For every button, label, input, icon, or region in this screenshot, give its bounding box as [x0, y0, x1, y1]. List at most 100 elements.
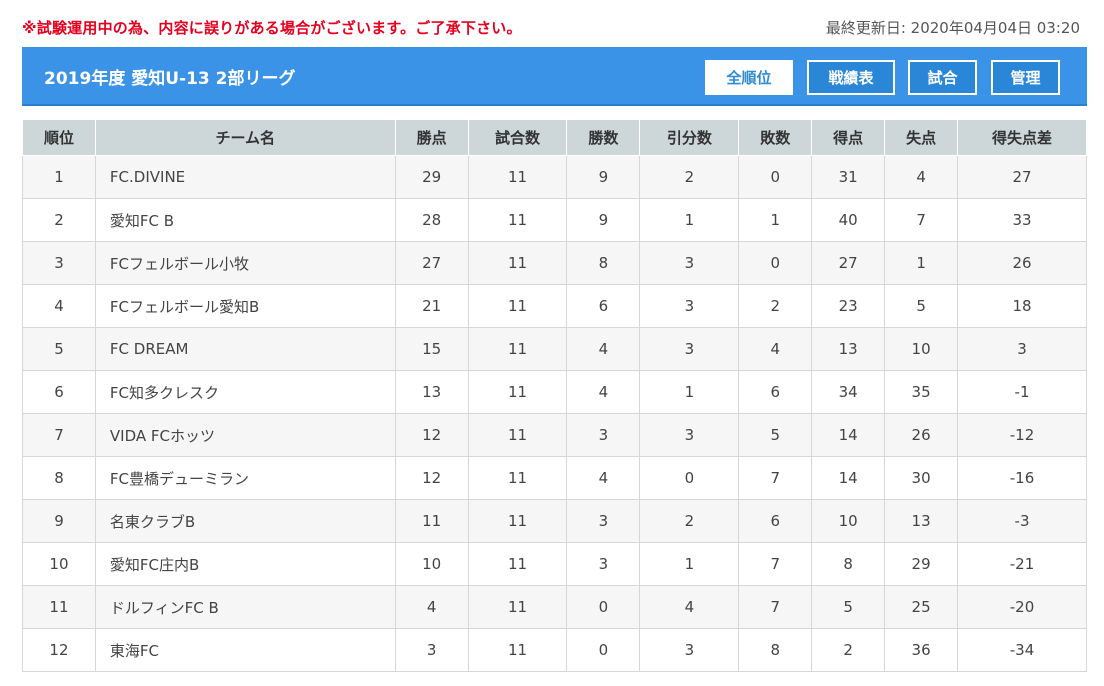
cell-played: 11	[467, 456, 568, 500]
cell-team-name: 愛知FC庄内B	[94, 542, 396, 586]
table-row: 4 FCフェルボール愛知B 21 11 6 3 2 23 5 18	[22, 284, 1087, 328]
cell-goals-for: 10	[811, 499, 886, 543]
cell-draws: 1	[639, 198, 740, 242]
cell-draws: 1	[639, 542, 740, 586]
cell-losses: 6	[738, 370, 813, 414]
cell-draws: 3	[639, 284, 740, 328]
cell-points: 29	[394, 155, 469, 199]
cell-rank: 4	[22, 284, 96, 328]
table-row: 11 ドルフィンFC B 4 11 0 4 7 5 25 -20	[22, 585, 1087, 629]
cell-draws: 2	[639, 499, 740, 543]
cell-goals-against: 29	[884, 542, 959, 586]
cell-draws: 2	[639, 155, 740, 199]
cell-team-name: 愛知FC B	[94, 198, 396, 242]
cell-wins: 9	[566, 155, 641, 199]
cell-wins: 0	[566, 628, 641, 672]
trial-notice: ※試験運用中の為、内容に誤りがある場合がございます。ご了承下さい。	[22, 19, 522, 37]
cell-played: 11	[467, 370, 568, 414]
cell-rank: 12	[22, 628, 96, 672]
league-title: 2019年度 愛知U-13 2部リーグ	[44, 69, 296, 89]
cell-team-name: FC豊橋デューミラン	[94, 456, 396, 500]
cell-played: 11	[467, 499, 568, 543]
column-header-goals-for: 得点	[811, 119, 886, 156]
column-header-goals-against: 失点	[884, 119, 959, 156]
cell-wins: 8	[566, 241, 641, 285]
cell-points: 4	[394, 585, 469, 629]
column-header-team-name: チーム名	[94, 119, 396, 156]
table-row: 3 FCフェルボール小牧 27 11 8 3 0 27 1 26	[22, 241, 1087, 285]
cell-goals-against: 35	[884, 370, 959, 414]
cell-goals-against: 5	[884, 284, 959, 328]
cell-team-name: 東海FC	[94, 628, 396, 672]
cell-rank: 2	[22, 198, 96, 242]
last-updated: 最終更新日: 2020年04月04日 03:20	[825, 19, 1080, 37]
cell-team-name: VIDA FCホッツ	[94, 413, 396, 457]
cell-draws: 3	[639, 327, 740, 371]
cell-rank: 8	[22, 456, 96, 500]
cell-losses: 8	[738, 628, 813, 672]
cell-goals-against: 10	[884, 327, 959, 371]
cell-goals-for: 27	[811, 241, 886, 285]
cell-rank: 10	[22, 542, 96, 586]
cell-rank: 5	[22, 327, 96, 371]
cell-points: 3	[394, 628, 469, 672]
table-row: 7 VIDA FCホッツ 12 11 3 3 5 14 26 -12	[22, 413, 1087, 457]
cell-goals-against: 36	[884, 628, 959, 672]
cell-played: 11	[467, 155, 568, 199]
table-row: 5 FC DREAM 15 11 4 3 4 13 10 3	[22, 327, 1087, 371]
cell-points: 27	[394, 241, 469, 285]
table-row: 2 愛知FC B 28 11 9 1 1 40 7 33	[22, 198, 1087, 242]
cell-goals-against: 4	[884, 155, 959, 199]
cell-played: 11	[467, 198, 568, 242]
cell-points: 13	[394, 370, 469, 414]
cell-team-name: FC.DIVINE	[94, 155, 396, 199]
cell-played: 11	[467, 327, 568, 371]
cell-points: 15	[394, 327, 469, 371]
cell-team-name: FCフェルボール小牧	[94, 241, 396, 285]
table-header-row: 順位 チーム名 勝点 試合数 勝数 引分数 敗数 得点 失点 得失点差	[22, 119, 1087, 156]
cell-losses: 4	[738, 327, 813, 371]
cell-losses: 1	[738, 198, 813, 242]
cell-goals-for: 13	[811, 327, 886, 371]
cell-played: 11	[467, 585, 568, 629]
table-row: 12 東海FC 3 11 0 3 8 2 36 -34	[22, 628, 1087, 672]
cell-rank: 9	[22, 499, 96, 543]
cell-goals-for: 14	[811, 413, 886, 457]
cell-goals-for: 2	[811, 628, 886, 672]
cell-goals-for: 34	[811, 370, 886, 414]
cell-draws: 3	[639, 628, 740, 672]
nav-matches-button[interactable]: 試合	[908, 60, 977, 95]
cell-goals-for: 14	[811, 456, 886, 500]
cell-goal-difference: 27	[957, 155, 1087, 199]
cell-played: 11	[467, 284, 568, 328]
column-header-wins: 勝数	[566, 119, 641, 156]
cell-goal-difference: -21	[957, 542, 1087, 586]
cell-points: 12	[394, 456, 469, 500]
cell-losses: 7	[738, 585, 813, 629]
nav-manage-button[interactable]: 管理	[991, 60, 1060, 95]
cell-points: 12	[394, 413, 469, 457]
cell-goals-against: 30	[884, 456, 959, 500]
cell-draws: 0	[639, 456, 740, 500]
cell-losses: 6	[738, 499, 813, 543]
cell-wins: 4	[566, 456, 641, 500]
cell-goal-difference: 26	[957, 241, 1087, 285]
cell-goal-difference: -3	[957, 499, 1087, 543]
cell-rank: 6	[22, 370, 96, 414]
cell-losses: 7	[738, 456, 813, 500]
cell-goals-against: 13	[884, 499, 959, 543]
cell-losses: 7	[738, 542, 813, 586]
cell-points: 10	[394, 542, 469, 586]
column-header-losses: 敗数	[738, 119, 813, 156]
nav-results-table-button[interactable]: 戦績表	[807, 60, 895, 95]
cell-team-name: 名東クラブB	[94, 499, 396, 543]
cell-rank: 1	[22, 155, 96, 199]
cell-goals-for: 31	[811, 155, 886, 199]
cell-goals-for: 5	[811, 585, 886, 629]
cell-rank: 3	[22, 241, 96, 285]
nav-all-rankings-button[interactable]: 全順位	[705, 60, 793, 95]
cell-wins: 6	[566, 284, 641, 328]
league-header: 2019年度 愛知U-13 2部リーグ 全順位 戦績表 試合 管理	[22, 47, 1087, 106]
cell-goal-difference: -12	[957, 413, 1087, 457]
cell-losses: 0	[738, 241, 813, 285]
